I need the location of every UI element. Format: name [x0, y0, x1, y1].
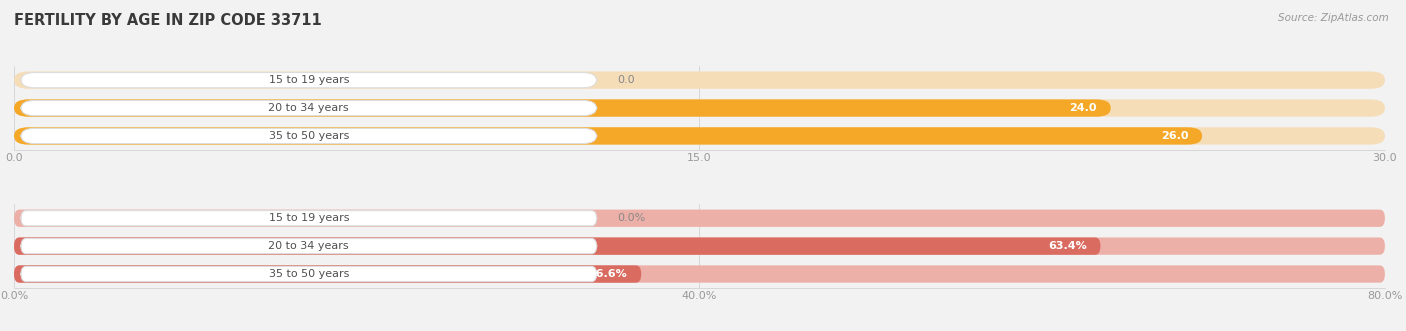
FancyBboxPatch shape [14, 210, 1385, 227]
FancyBboxPatch shape [14, 265, 1385, 283]
Text: 15 to 19 years: 15 to 19 years [269, 213, 349, 223]
Text: FERTILITY BY AGE IN ZIP CODE 33711: FERTILITY BY AGE IN ZIP CODE 33711 [14, 13, 322, 28]
Text: 35 to 50 years: 35 to 50 years [269, 131, 349, 141]
Text: 20 to 34 years: 20 to 34 years [269, 241, 349, 251]
FancyBboxPatch shape [21, 266, 596, 282]
FancyBboxPatch shape [14, 127, 1385, 145]
Text: 24.0: 24.0 [1070, 103, 1097, 113]
Text: 35 to 50 years: 35 to 50 years [269, 269, 349, 279]
Text: 36.6%: 36.6% [589, 269, 627, 279]
Text: 0.0: 0.0 [617, 75, 636, 85]
FancyBboxPatch shape [21, 72, 596, 88]
FancyBboxPatch shape [14, 99, 1385, 117]
FancyBboxPatch shape [14, 237, 1101, 255]
FancyBboxPatch shape [14, 99, 1111, 117]
FancyBboxPatch shape [14, 71, 1385, 89]
FancyBboxPatch shape [21, 128, 596, 144]
FancyBboxPatch shape [14, 127, 1202, 145]
FancyBboxPatch shape [14, 237, 1385, 255]
FancyBboxPatch shape [21, 100, 596, 116]
FancyBboxPatch shape [14, 265, 641, 283]
Text: 20 to 34 years: 20 to 34 years [269, 103, 349, 113]
FancyBboxPatch shape [21, 239, 596, 254]
Text: 26.0: 26.0 [1161, 131, 1188, 141]
Text: 63.4%: 63.4% [1047, 241, 1087, 251]
Text: 15 to 19 years: 15 to 19 years [269, 75, 349, 85]
Text: Source: ZipAtlas.com: Source: ZipAtlas.com [1278, 13, 1389, 23]
FancyBboxPatch shape [21, 211, 596, 226]
Text: 0.0%: 0.0% [617, 213, 645, 223]
